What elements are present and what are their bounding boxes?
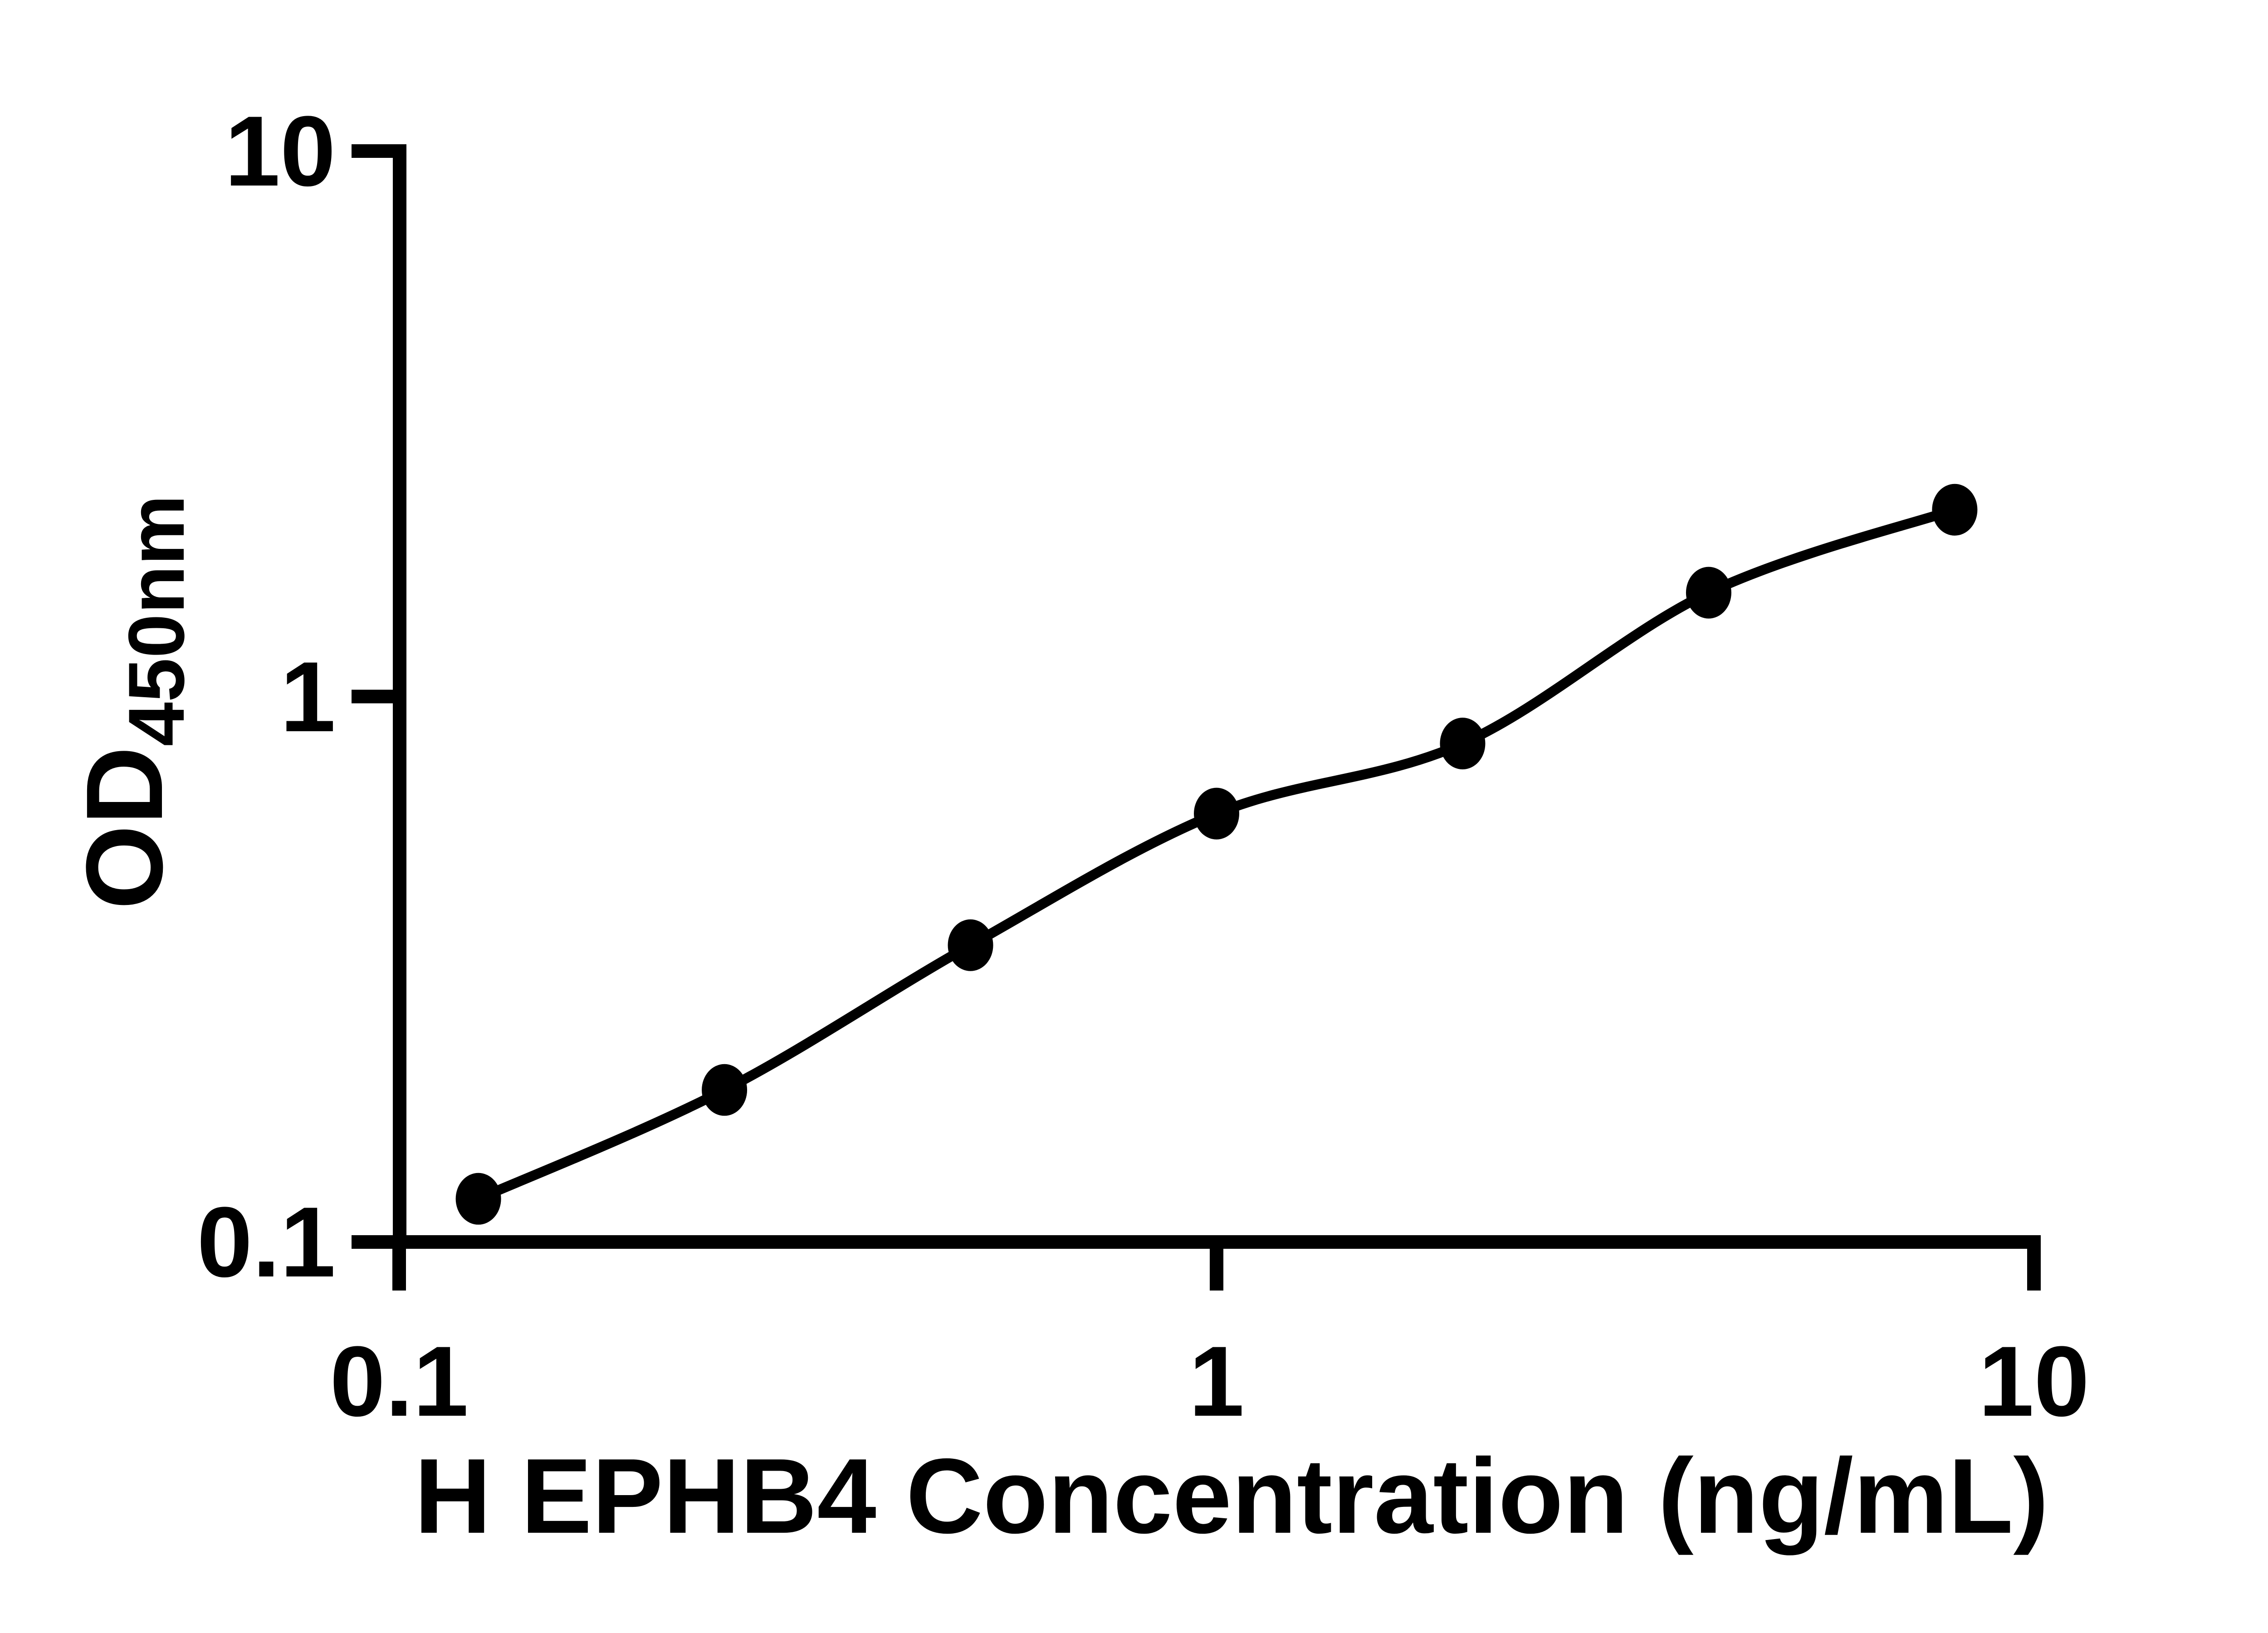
y-tick-label-1: 1 bbox=[280, 640, 336, 753]
data-point-marker bbox=[455, 1173, 501, 1225]
axes bbox=[352, 151, 2041, 1249]
data-point-marker bbox=[1194, 787, 1239, 840]
x-tick-label-0-1: 0.1 bbox=[330, 1325, 469, 1437]
y-tick-label-10: 10 bbox=[225, 95, 336, 207]
axis-ticks bbox=[352, 144, 2041, 1291]
data-point-marker bbox=[1932, 484, 1978, 536]
y-tick-label-0-1: 0.1 bbox=[197, 1186, 336, 1298]
data-point-marker bbox=[1686, 567, 1731, 619]
x-axis-title: H EPHB4 Concentration (ng/mL) bbox=[414, 1436, 2049, 1555]
data-point-marker bbox=[702, 1064, 748, 1116]
data-point-marker bbox=[1440, 718, 1486, 770]
data-points bbox=[455, 484, 1978, 1225]
y-axis-title-main: OD bbox=[64, 746, 185, 910]
x-tick-label-1: 1 bbox=[1188, 1325, 1245, 1437]
data-point-marker bbox=[948, 919, 993, 971]
y-axis-title: OD450nm bbox=[64, 494, 211, 909]
x-tick-label-10: 10 bbox=[1978, 1325, 2090, 1437]
y-axis-title-subscript: 450nm bbox=[112, 494, 201, 747]
fit-curve-line bbox=[473, 504, 1960, 1204]
